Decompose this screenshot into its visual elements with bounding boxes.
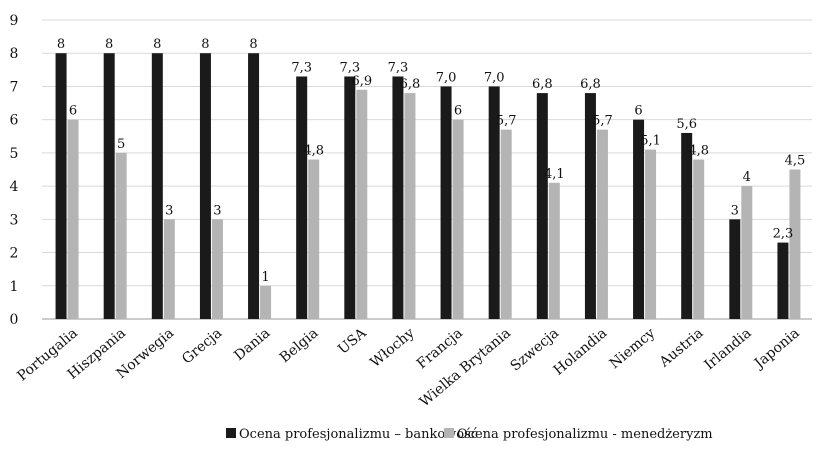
bar-menedzeryzm (211, 219, 223, 319)
data-label: 6 (634, 104, 642, 119)
data-label: 8 (153, 37, 161, 52)
bar-menedzeryzm (308, 159, 320, 319)
legend-label: Ocena profesjonalizmu - menedżeryzm (457, 427, 713, 442)
y-tick-label: 5 (10, 146, 19, 162)
data-label: 6,8 (400, 77, 421, 92)
data-label: 4,8 (303, 144, 324, 159)
data-label: 6 (454, 104, 462, 119)
y-tick-label: 4 (10, 179, 19, 195)
x-category-label: Holandia (551, 325, 611, 379)
x-category-label: USA (335, 325, 370, 358)
data-label: 4,8 (688, 144, 709, 159)
bar-menedzeryzm (67, 119, 79, 320)
y-tick-label: 7 (10, 79, 19, 95)
data-label: 8 (57, 37, 65, 52)
data-label: 7,0 (484, 70, 505, 85)
bar-menedzeryzm (548, 182, 560, 319)
data-label: 3 (165, 203, 173, 218)
data-label: 7,3 (388, 60, 409, 75)
bar-bankowosc (392, 76, 404, 319)
data-label: 5,1 (640, 134, 661, 149)
data-label: 6 (69, 104, 77, 119)
bar-bankowosc (55, 53, 67, 319)
data-label: 7,3 (339, 60, 360, 75)
data-label: 5,7 (496, 114, 517, 129)
y-tick-label: 1 (10, 279, 19, 295)
x-category-label: Włochy (367, 325, 417, 371)
legend-swatch (226, 428, 236, 438)
bar-menedzeryzm (645, 149, 657, 319)
bar-bankowosc (536, 93, 548, 319)
data-label: 8 (201, 37, 209, 52)
data-label: 2,3 (773, 227, 794, 242)
y-axis-ticks: 0 1 2 3 4 5 6 7 8 9 (10, 13, 19, 328)
bar-menedzeryzm (500, 129, 512, 319)
bars (55, 53, 801, 320)
x-category-label: Grecja (179, 325, 225, 367)
bar-bankowosc (681, 132, 693, 319)
data-label: 3 (731, 203, 739, 218)
bar-menedzeryzm (596, 129, 608, 319)
data-label: 6,8 (580, 77, 601, 92)
bar-bankowosc (584, 93, 596, 319)
bar-menedzeryzm (404, 93, 416, 319)
data-label: 5,7 (592, 114, 613, 129)
y-tick-label: 8 (10, 46, 19, 62)
bar-menedzeryzm (693, 159, 705, 319)
data-label: 4,5 (785, 154, 806, 169)
x-category-label: Niemcy (607, 325, 659, 372)
data-label: 3 (213, 203, 221, 218)
bar-menedzeryzm (452, 119, 464, 320)
data-label: 8 (249, 37, 257, 52)
data-label: 1 (261, 270, 269, 285)
y-tick-label: 9 (10, 13, 19, 29)
bar-menedzeryzm (115, 152, 127, 319)
x-category-label: Irlandia (701, 325, 754, 373)
bar-bankowosc (633, 119, 645, 320)
x-category-label: Austria (656, 325, 706, 371)
bar-menedzeryzm (356, 89, 368, 320)
x-category-label: Dania (231, 325, 273, 364)
bar-bankowosc (729, 219, 741, 319)
bar-bankowosc (296, 76, 308, 319)
data-label: 7,0 (436, 70, 457, 85)
bar-bankowosc (488, 86, 500, 319)
x-category-label: Wielka Brytania (417, 325, 514, 410)
y-tick-label: 2 (10, 246, 19, 262)
data-label: 5,6 (676, 117, 697, 132)
bar-menedzeryzm (789, 169, 801, 319)
data-label: 6,8 (532, 77, 553, 92)
bar-bankowosc (199, 53, 211, 319)
bar-bankowosc (103, 53, 115, 319)
y-tick-label: 0 (10, 312, 19, 328)
y-tick-label: 6 (10, 113, 19, 129)
y-tick-label: 3 (10, 212, 19, 228)
data-label: 8 (105, 37, 113, 52)
bar-bankowosc (248, 53, 260, 319)
bar-bankowosc (151, 53, 163, 319)
data-label: 7,3 (291, 60, 312, 75)
x-category-label: Japonia (750, 325, 803, 373)
bar-menedzeryzm (163, 219, 175, 319)
data-label: 6,9 (351, 74, 372, 89)
bar-bankowosc (440, 86, 452, 319)
bar-bankowosc (344, 76, 356, 319)
legend-swatch (444, 428, 454, 438)
x-category-label: Belgia (277, 325, 322, 366)
data-label: 4 (743, 170, 751, 185)
bar-menedzeryzm (260, 285, 272, 319)
legend-label: Ocena profesjonalizmu – bankowość (239, 427, 478, 442)
bar-menedzeryzm (741, 186, 753, 319)
data-label: 5 (117, 137, 125, 152)
bar-bankowosc (777, 242, 789, 319)
data-label: 4,1 (544, 167, 565, 182)
